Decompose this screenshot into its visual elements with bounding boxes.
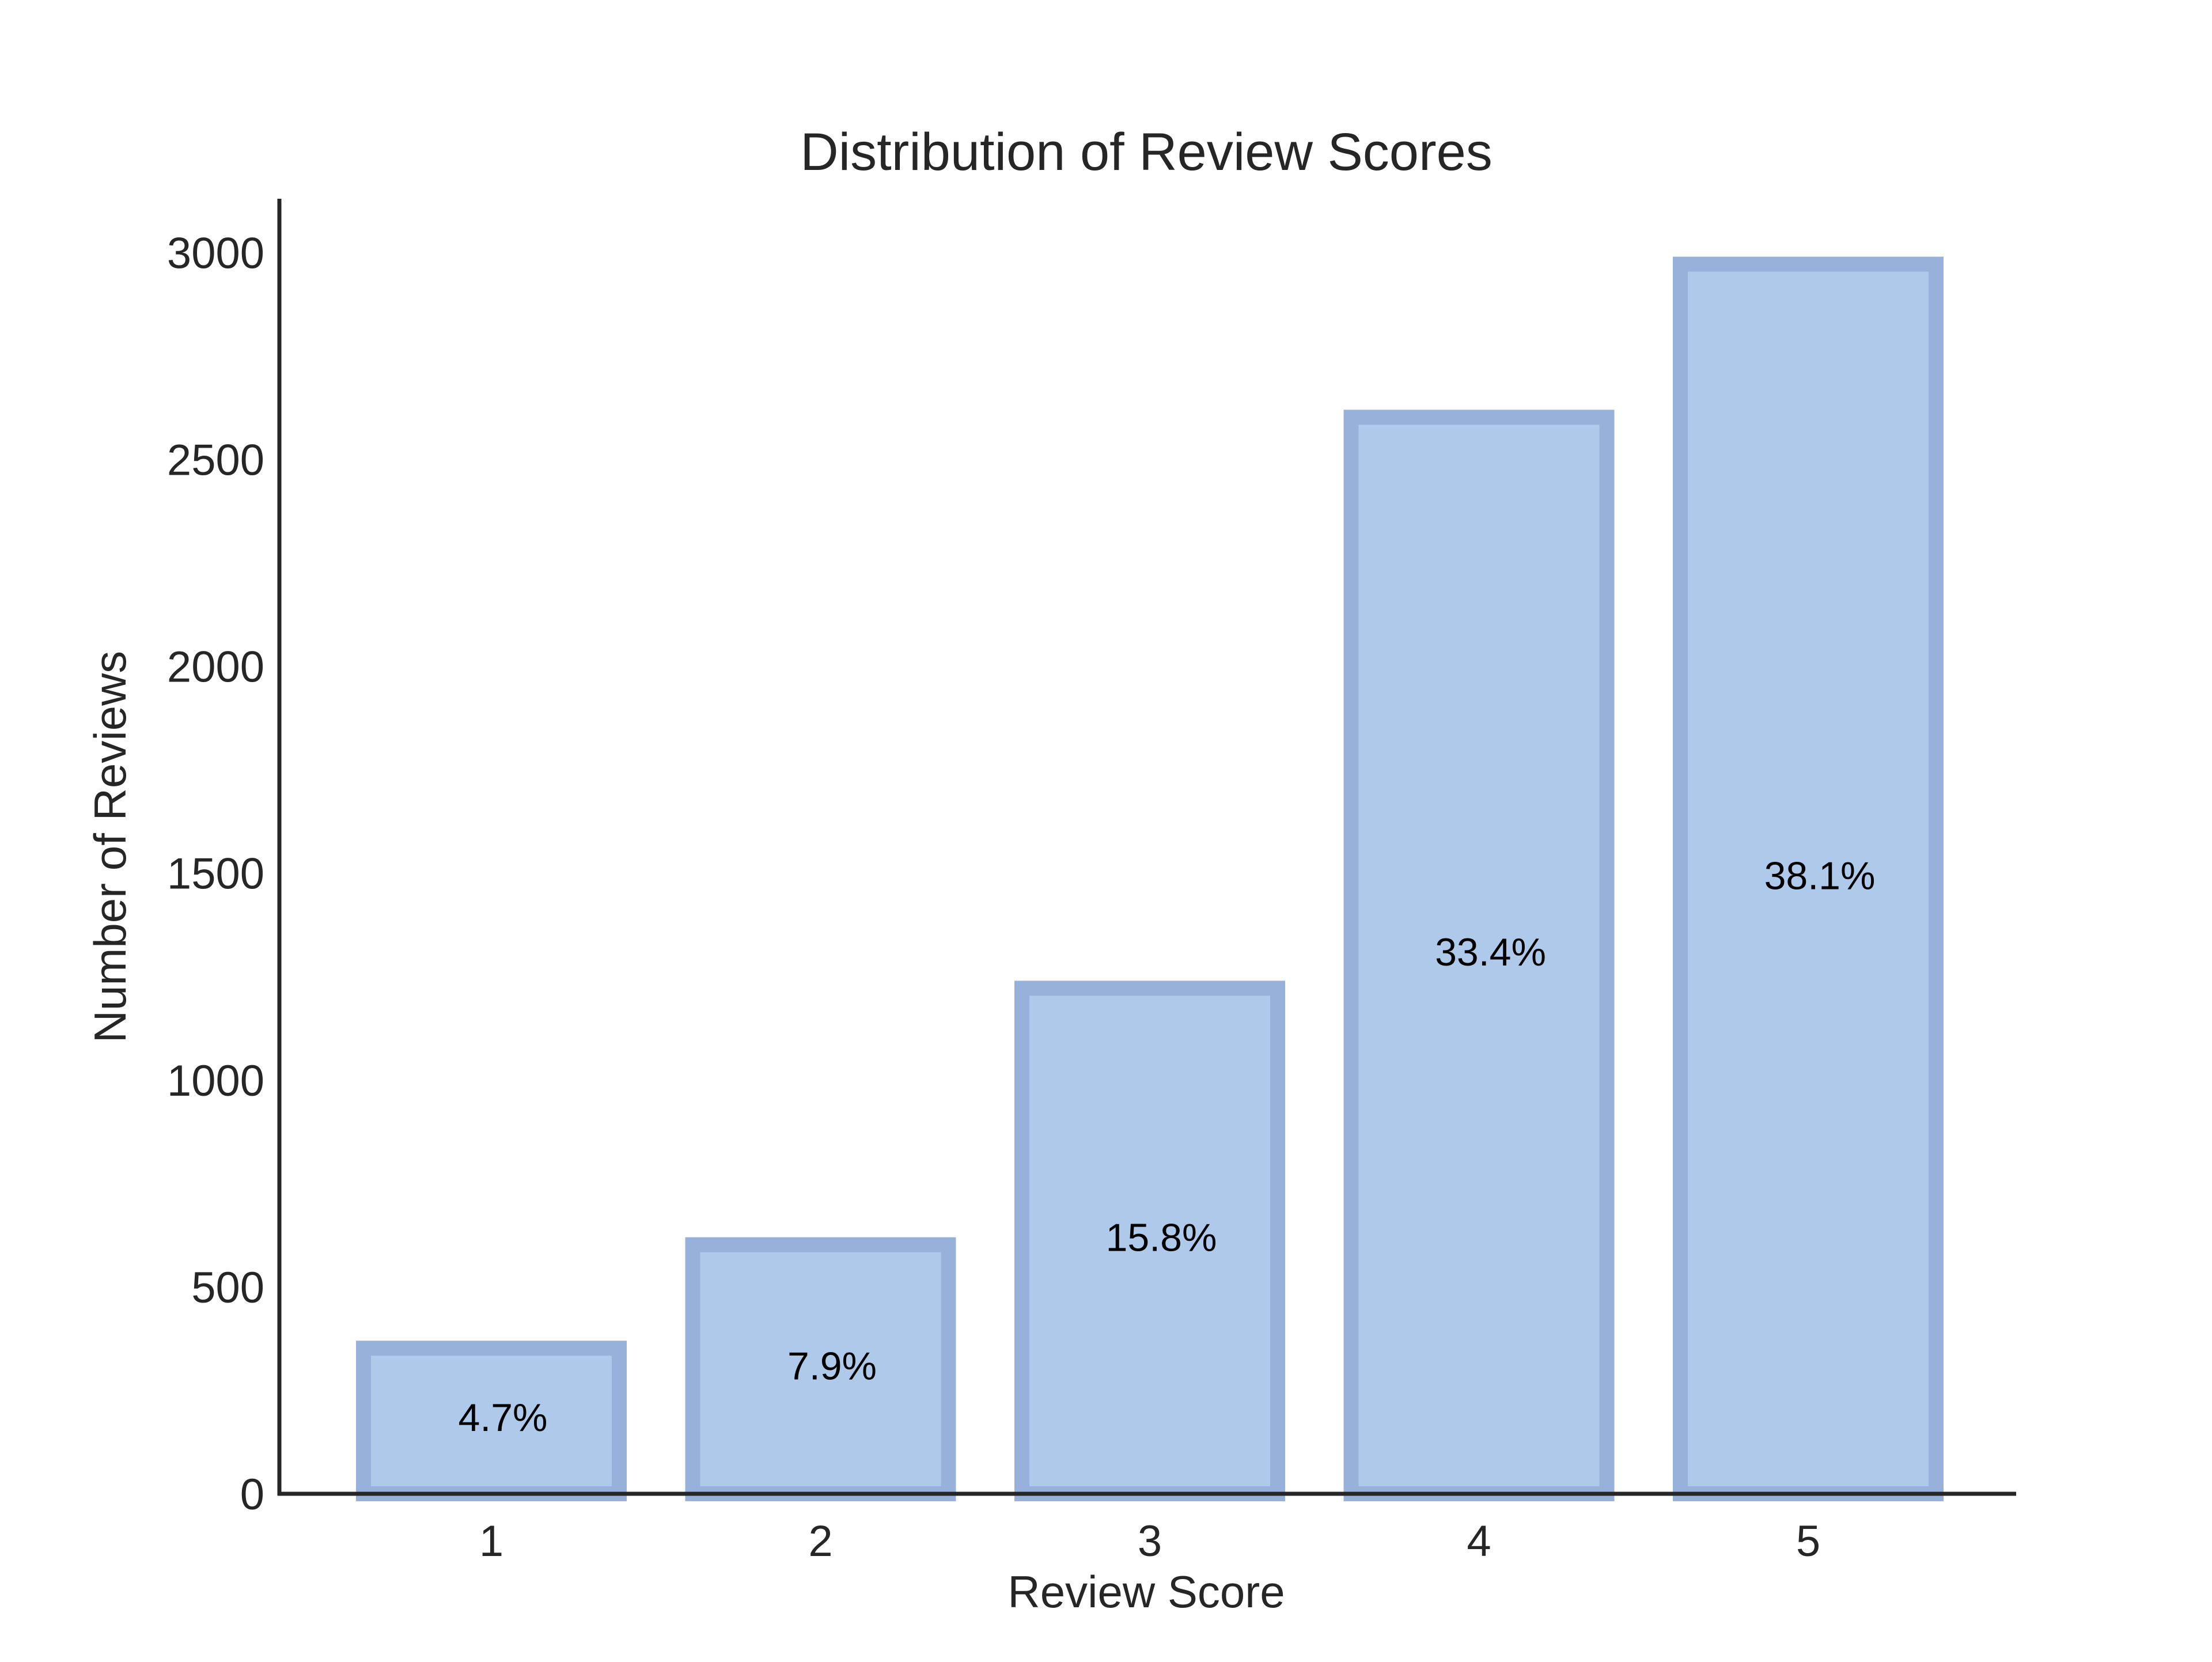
y-tick-label-500: 500 [191,1263,264,1312]
x-tick-label-4: 4 [1467,1517,1491,1566]
y-tick-label-0: 0 [240,1470,264,1519]
data-label-score-4: 33.4% [1435,930,1546,974]
bar-score-4 [1343,410,1615,1501]
y-axis-label: Number of Reviews [85,651,135,1043]
x-tick-label-1: 1 [479,1517,503,1566]
x-ticks-layer: 1 2 3 4 5 [479,1517,1820,1566]
data-label-score-5: 38.1% [1764,854,1876,898]
data-label-score-1: 4.7% [459,1396,548,1440]
y-tick-label-1000: 1000 [167,1057,264,1106]
data-labels-layer: 4.7% 7.9% 15.8% 33.4% 38.1% [459,854,1876,1440]
y-tick-label-1500: 1500 [167,850,264,899]
y-tick-label-2000: 2000 [167,643,264,692]
data-label-score-2: 7.9% [787,1344,877,1388]
y-tick-label-2500: 2500 [167,436,264,484]
x-tick-label-2: 2 [808,1517,832,1566]
bars-layer [356,256,1944,1502]
chart-title: Distribution of Review Scores [800,123,1493,181]
y-ticks-layer: 0 500 1000 1500 2000 2500 3000 [167,229,264,1519]
axes-layer [277,199,2016,1496]
data-label-score-3: 15.8% [1106,1216,1217,1260]
x-tick-label-5: 5 [1796,1517,1820,1566]
x-tick-label-3: 3 [1138,1517,1162,1566]
y-tick-label-3000: 3000 [167,229,264,278]
x-axis-label: Review Score [1007,1566,1285,1617]
